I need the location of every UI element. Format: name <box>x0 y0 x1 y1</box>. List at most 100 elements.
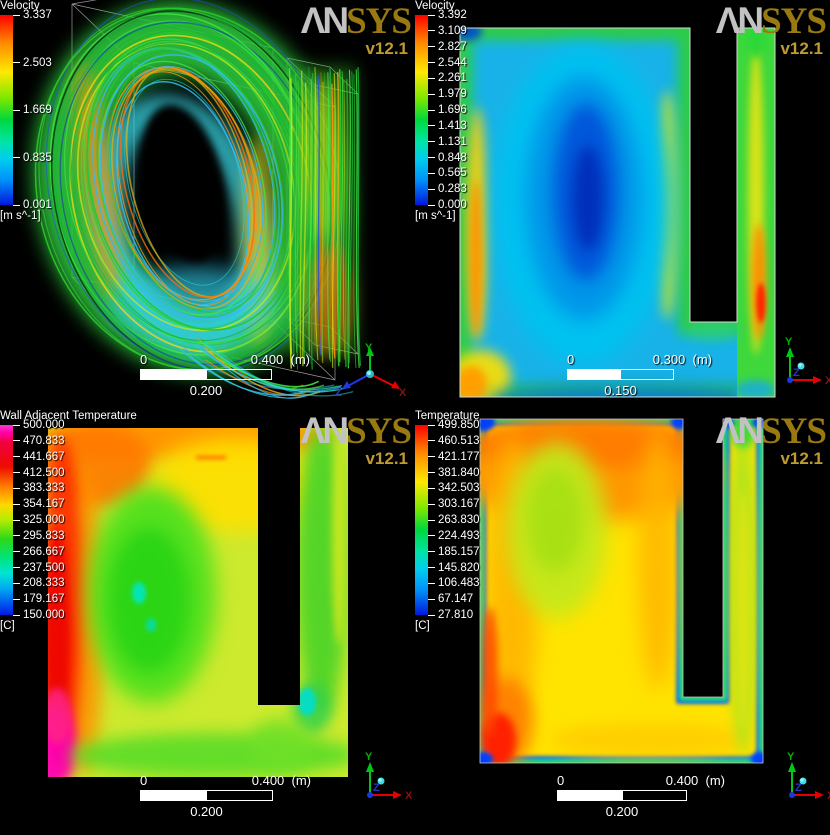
axis-triad: Y X Z <box>785 336 830 387</box>
ruler-max-label: 0.400 (m) <box>250 352 310 367</box>
ansys-version: v12.1 <box>780 449 823 468</box>
tick-mark <box>428 46 435 48</box>
domain-outline <box>459 27 776 398</box>
legend-tick: 1.131 <box>428 136 467 148</box>
z-axis-label: Z <box>795 782 802 794</box>
tick-mark <box>13 62 20 63</box>
ruler-max-label: 0.400 (m) <box>665 773 725 788</box>
tick-mark <box>428 62 435 63</box>
tick-mark <box>13 582 20 584</box>
legend-tick: 224.493 <box>428 530 480 542</box>
legend-tick: 500.000 <box>13 419 65 431</box>
tick-mark <box>428 125 435 127</box>
legend-tick: 412.500 <box>13 467 65 479</box>
ansys-logo: ΛNSYS v12.1 <box>715 0 827 57</box>
legend-tick: 295.833 <box>13 530 65 542</box>
tick-mark <box>13 440 20 442</box>
tick-mark <box>428 614 435 616</box>
y-axis-arrow <box>788 762 796 772</box>
legend-tick: 0.000 <box>428 199 467 211</box>
ansys-logo-sys: SYS <box>346 411 412 452</box>
legend-title: Velocity <box>0 0 40 12</box>
ansys-logo: ΛNSYS v12.1 <box>300 0 412 58</box>
y-axis-arrow <box>786 347 794 357</box>
velocity-contour-plot[interactable] <box>415 0 830 410</box>
y-axis-label: Y <box>365 751 373 763</box>
tick-mark <box>13 503 20 505</box>
legend-tick: 2.544 <box>428 57 467 69</box>
tick-mark <box>13 487 20 489</box>
z-axis-label: Z <box>335 387 342 399</box>
legend-unit: [m s^-1] <box>415 210 456 222</box>
tick-mark <box>428 157 435 158</box>
legend-tick: 0.835 <box>13 152 52 164</box>
tick-mark <box>428 519 435 521</box>
colorbar <box>0 425 13 615</box>
legend-tick: 0.565 <box>428 167 467 179</box>
panel-temperature-contour: Temperature 499.850 460.513 421.177 381.840… <box>415 410 830 835</box>
z-axis-dot <box>787 377 793 383</box>
legend-tick: 106.483 <box>428 577 480 589</box>
legend-wall-temperature: Wall Adjacent Temperature 500.000 470.833… <box>0 410 137 632</box>
ruler-bar <box>567 369 674 380</box>
domain-outline <box>479 418 764 764</box>
ansys-version: v12.1 <box>365 39 408 58</box>
ruler-mid-label: 0.200 <box>189 383 223 398</box>
ruler-mid-label: 0.200 <box>190 804 223 819</box>
tick-mark <box>428 567 435 568</box>
axis-triad: Y X Z <box>787 751 830 802</box>
tick-mark <box>13 157 20 158</box>
y-axis-arrow <box>366 762 374 772</box>
legend-tick: 208.333 <box>13 577 65 589</box>
axis-triad: Y X Z <box>365 751 413 802</box>
legend-tick: 441.667 <box>13 451 65 463</box>
x-axis-arrow <box>391 381 400 389</box>
ruler-zero-label: 0 <box>140 773 148 788</box>
legend-title: Wall Adjacent Temperature <box>0 410 137 422</box>
legend-tick: 150.000 <box>13 609 65 621</box>
tick-mark <box>428 456 435 458</box>
tick-mark <box>428 141 435 143</box>
legend-tick: 0.283 <box>428 183 467 195</box>
scale-ruler: 0 0.400 (m) 0.200 <box>140 352 310 398</box>
legend-tick: 3.392 <box>428 9 467 21</box>
legend-tick: 67.147 <box>428 593 473 605</box>
colorbar-ticks: 499.850 460.513 421.177 381.840 342.503 303.1… <box>428 419 498 621</box>
legend-tick: 470.833 <box>13 435 65 447</box>
legend-tick: 325.000 <box>13 514 65 526</box>
ruler-mid-label: 0.200 <box>605 804 639 819</box>
ruler-zero-label: 0 <box>567 352 575 367</box>
legend-tick: 342.503 <box>428 482 480 494</box>
colorbar <box>415 425 428 615</box>
ansys-logo-an: ΛN <box>715 0 764 41</box>
legend-tick: 3.337 <box>13 9 52 21</box>
ansys-logo-sys: SYS <box>761 411 827 452</box>
scale-ruler: 0 0.400 (m) 0.200 <box>140 773 311 819</box>
legend-tick: 179.167 <box>13 593 65 605</box>
y-axis-label: Y <box>365 342 373 354</box>
colorbar-ticks: 3.392 3.109 2.827 2.544 2.261 1.979 1.696 1.413… <box>428 9 498 211</box>
tick-mark <box>13 204 20 206</box>
temperature-contour-plot[interactable] <box>415 410 830 835</box>
tick-mark <box>428 424 435 426</box>
streamlines-3d-plot[interactable] <box>0 0 415 410</box>
ansys-logo-an: ΛN <box>300 0 349 41</box>
tick-mark <box>13 551 20 553</box>
z-axis-label: Z <box>793 367 800 379</box>
legend-temperature: Temperature 499.850 460.513 421.177 381.840… <box>415 410 498 632</box>
temperature-contour-field <box>48 428 348 777</box>
legend-tick: 237.500 <box>13 562 65 574</box>
tick-mark <box>13 424 20 426</box>
legend-velocity-3d: Velocity 3.337 2.503 1.669 0.835 0.001 [m s^… <box>0 0 83 222</box>
legend-tick: 1.669 <box>13 104 52 116</box>
legend-unit: [m s^-1] <box>0 210 41 222</box>
x-axis-label: X <box>825 375 830 387</box>
tick-mark <box>428 582 435 584</box>
ansys-logo: ΛNSYS v12.1 <box>301 411 412 467</box>
colorbar-ticks: 3.337 2.503 1.669 0.835 0.001 <box>13 9 83 211</box>
legend-unit: [C] <box>0 620 15 632</box>
wall-temperature-contour-plot[interactable] <box>0 410 415 835</box>
legend-tick: 2.503 <box>13 57 52 69</box>
legend-tick: 1.696 <box>428 104 467 116</box>
